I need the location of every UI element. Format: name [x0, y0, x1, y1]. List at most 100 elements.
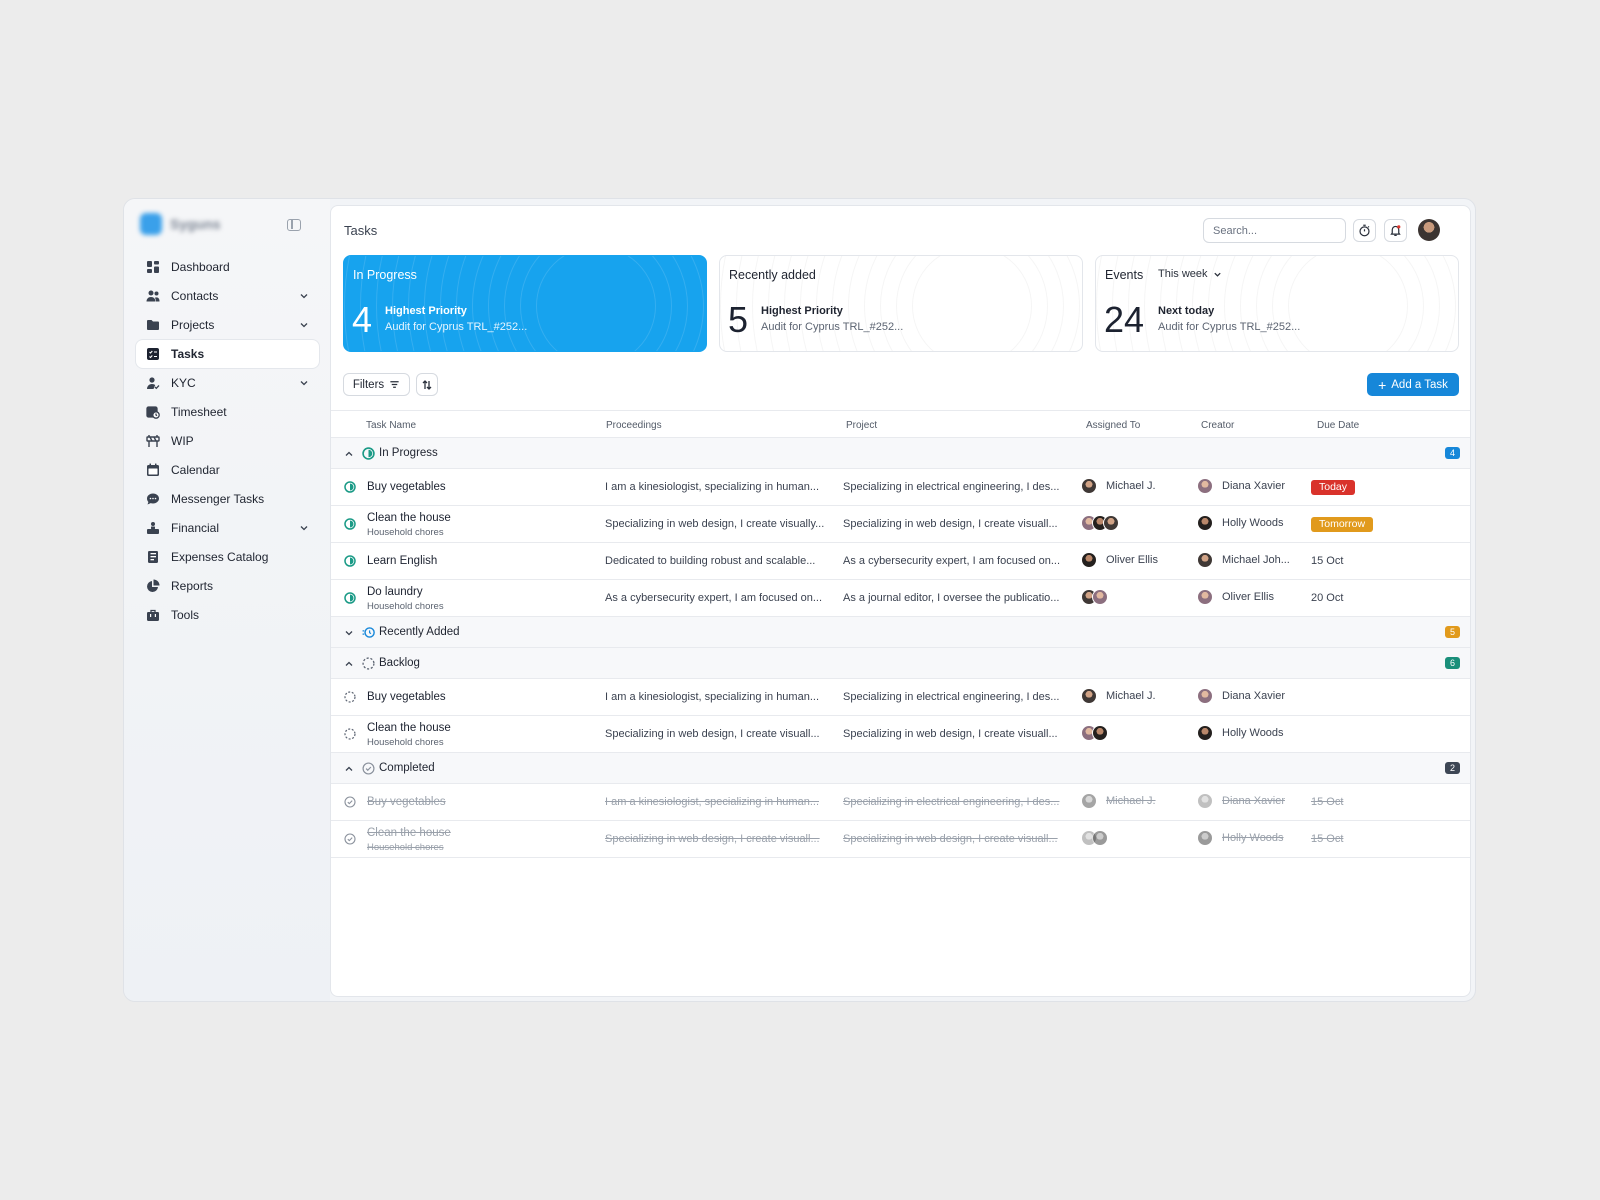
status-completed-icon[interactable] — [344, 796, 356, 808]
assigned-to[interactable]: Oliver Ellis — [1081, 552, 1158, 568]
assigned-to[interactable] — [1081, 589, 1108, 605]
avatar[interactable] — [1081, 688, 1097, 704]
card-events[interactable]: Events This week 24 Next today Audit for… — [1095, 255, 1459, 352]
table-row[interactable]: Buy vegetables I am a kinesiologist, spe… — [331, 469, 1470, 506]
status-in-progress-icon[interactable] — [344, 481, 356, 493]
assigned-to[interactable]: Michael J. — [1081, 688, 1156, 704]
avatar[interactable] — [1197, 725, 1213, 741]
task-name[interactable]: Buy vegetables — [367, 796, 446, 808]
status-completed-icon[interactable] — [344, 833, 356, 845]
avatar[interactable] — [1092, 725, 1108, 741]
column-header-assigned-to[interactable]: Assigned To — [1086, 420, 1141, 431]
sidebar-item-financial[interactable]: Financial — [136, 514, 319, 542]
avatar[interactable] — [1081, 793, 1097, 809]
chevron-down-icon[interactable] — [299, 320, 309, 330]
chevron-up-icon[interactable] — [344, 448, 354, 458]
avatar[interactable] — [1081, 552, 1097, 568]
add-task-button[interactable]: + Add a Task — [1367, 373, 1459, 396]
user-avatar[interactable] — [1418, 219, 1440, 241]
task-name[interactable]: Clean the house — [367, 722, 451, 734]
sidebar-item-expenses-catalog[interactable]: Expenses Catalog — [136, 543, 319, 571]
creator[interactable]: Diana Xavier — [1197, 478, 1285, 494]
task-name[interactable]: Learn English — [367, 555, 438, 567]
avatar[interactable] — [1197, 515, 1213, 531]
week-dropdown[interactable]: This week — [1158, 268, 1222, 280]
avatar[interactable] — [1103, 515, 1119, 531]
card-recently-added[interactable]: Recently added 5 Highest Priority Audit … — [719, 255, 1083, 352]
creator[interactable]: Holly Woods — [1197, 830, 1284, 846]
column-header-proceedings[interactable]: Proceedings — [606, 420, 662, 431]
sidebar-item-calendar[interactable]: Calendar — [136, 456, 319, 484]
sort-button[interactable] — [416, 373, 438, 396]
chevron-up-icon[interactable] — [344, 658, 354, 668]
group-row-in-progress[interactable]: In Progress 4 — [331, 438, 1470, 469]
avatar[interactable] — [1092, 589, 1108, 605]
task-name[interactable]: Buy vegetables — [367, 691, 446, 703]
creator[interactable]: Diana Xavier — [1197, 688, 1285, 704]
sidebar-item-wip[interactable]: WIP — [136, 427, 319, 455]
assigned-to[interactable] — [1081, 830, 1108, 846]
column-header-task-name[interactable]: Task Name — [366, 420, 417, 431]
table-row[interactable]: Clean the house Household chores Special… — [331, 716, 1470, 753]
table-row[interactable]: Clean the house Household chores Special… — [331, 821, 1470, 858]
sidebar-item-messenger-tasks[interactable]: Messenger Tasks — [136, 485, 319, 513]
sidebar-item-kyc[interactable]: KYC — [136, 369, 319, 397]
table-row[interactable]: Buy vegetables I am a kinesiologist, spe… — [331, 679, 1470, 716]
creator[interactable]: Holly Woods — [1197, 725, 1284, 741]
table-row[interactable]: Learn English Dedicated to building robu… — [331, 543, 1470, 580]
sidebar-item-tasks[interactable]: Tasks — [136, 340, 319, 368]
filters-button[interactable]: Filters — [343, 373, 410, 396]
task-name[interactable]: Buy vegetables — [367, 481, 446, 493]
status-in-progress-icon[interactable] — [344, 518, 356, 530]
table-row[interactable]: Do laundry Household chores As a cyberse… — [331, 580, 1470, 617]
avatar[interactable] — [1197, 688, 1213, 704]
column-header-creator[interactable]: Creator — [1201, 420, 1235, 431]
assigned-to[interactable]: Michael J. — [1081, 478, 1156, 494]
creator[interactable]: Michael Joh... — [1197, 552, 1290, 568]
task-name[interactable]: Clean the house — [367, 512, 451, 524]
avatar[interactable] — [1081, 478, 1097, 494]
notifications-button[interactable] — [1384, 219, 1407, 242]
chevron-down-icon[interactable] — [299, 378, 309, 388]
sidebar-item-timesheet[interactable]: Timesheet — [136, 398, 319, 426]
table-row[interactable]: Buy vegetables I am a kinesiologist, spe… — [331, 784, 1470, 821]
sidebar-item-contacts[interactable]: Contacts — [136, 282, 319, 310]
avatar[interactable] — [1092, 830, 1108, 846]
status-in-progress-icon[interactable] — [344, 592, 356, 604]
table-row[interactable]: Clean the house Household chores Special… — [331, 506, 1470, 543]
assigned-to[interactable] — [1081, 725, 1108, 741]
assigned-to[interactable]: Michael J. — [1081, 793, 1156, 809]
column-header-project[interactable]: Project — [846, 420, 878, 431]
chevron-down-icon[interactable] — [344, 627, 354, 637]
sidebar-item-projects[interactable]: Projects — [136, 311, 319, 339]
task-name[interactable]: Do laundry — [367, 586, 423, 598]
group-row-completed[interactable]: Completed 2 — [331, 753, 1470, 784]
chevron-up-icon[interactable] — [344, 763, 354, 773]
status-in-progress-icon[interactable] — [344, 555, 356, 567]
avatar[interactable] — [1197, 793, 1213, 809]
assigned-to[interactable] — [1081, 515, 1119, 531]
sidebar-collapse-icon[interactable] — [287, 219, 301, 231]
sidebar-item-tools[interactable]: Tools — [136, 601, 319, 629]
status-backlog-icon[interactable] — [344, 691, 356, 703]
chevron-down-icon[interactable] — [299, 291, 309, 301]
creator[interactable]: Oliver Ellis — [1197, 589, 1274, 605]
search-input[interactable] — [1203, 218, 1346, 243]
avatar[interactable] — [1197, 830, 1213, 846]
task-name[interactable]: Clean the house — [367, 827, 451, 839]
status-backlog-icon[interactable] — [344, 728, 356, 740]
column-header-due-date[interactable]: Due Date — [1317, 420, 1360, 431]
brand[interactable]: Syguns — [140, 213, 221, 235]
group-row-recent[interactable]: Recently Added 5 — [331, 617, 1470, 648]
avatar[interactable] — [1197, 478, 1213, 494]
chevron-down-icon[interactable] — [299, 523, 309, 533]
timer-button[interactable] — [1353, 219, 1376, 242]
creator[interactable]: Holly Woods — [1197, 515, 1284, 531]
card-in-progress[interactable]: In Progress 4 Highest Priority Audit for… — [343, 255, 707, 352]
group-row-backlog[interactable]: Backlog 6 — [331, 648, 1470, 679]
sidebar-item-dashboard[interactable]: Dashboard — [136, 253, 319, 281]
avatar[interactable] — [1197, 589, 1213, 605]
creator[interactable]: Diana Xavier — [1197, 793, 1285, 809]
sidebar-item-reports[interactable]: Reports — [136, 572, 319, 600]
avatar[interactable] — [1197, 552, 1213, 568]
